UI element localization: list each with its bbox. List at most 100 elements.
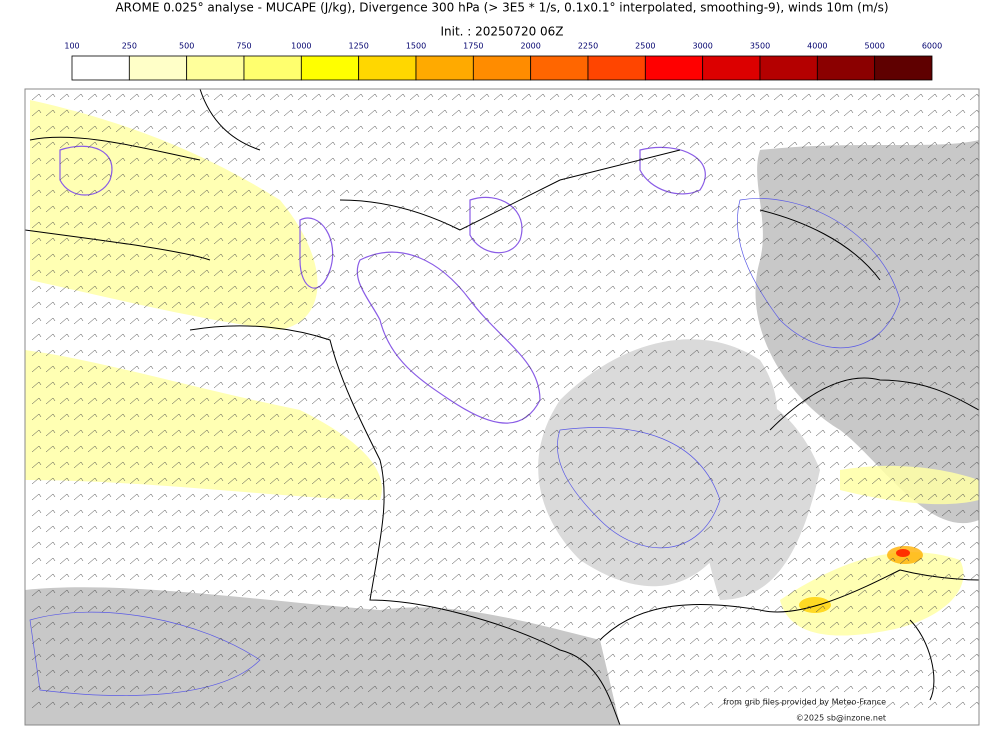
wind-barb: [479, 381, 490, 389]
wind-barb: [213, 173, 224, 181]
wind-barb: [157, 685, 168, 693]
wind-barb: [857, 509, 868, 517]
wind-barb: [493, 509, 504, 517]
wind-barb: [689, 253, 700, 261]
wind-barb: [283, 285, 294, 293]
colorbar-segment: [300, 55, 360, 81]
wind-barb: [269, 557, 280, 565]
wind-barb: [353, 509, 364, 517]
wind-barb: [45, 253, 56, 261]
wind-barb: [311, 141, 322, 149]
wind-barb: [731, 125, 742, 133]
wind-barb: [171, 653, 182, 661]
wind-barb: [633, 621, 644, 629]
wind-barb: [731, 525, 742, 533]
wind-barb: [367, 365, 378, 373]
wind-barb: [899, 109, 910, 117]
wind-barb: [465, 189, 476, 197]
wind-barb: [885, 637, 896, 645]
wind-barb: [689, 125, 700, 133]
wind-barb: [409, 701, 420, 709]
wind-barb: [73, 477, 84, 485]
wind-barb: [367, 493, 378, 501]
wind-barb: [241, 397, 252, 405]
wind-barb: [213, 365, 224, 373]
wind-barb: [101, 589, 112, 597]
wind-barb: [899, 493, 910, 501]
wind-barb: [213, 477, 224, 485]
wind-barb: [101, 445, 112, 453]
wind-barb: [843, 589, 854, 597]
wind-barb: [675, 269, 686, 277]
wind-barb: [283, 605, 294, 613]
wind-barb: [899, 317, 910, 325]
wind-barb: [87, 445, 98, 453]
wind-barb: [773, 173, 784, 181]
wind-barb: [563, 477, 574, 485]
wind-barb: [899, 573, 910, 581]
wind-barb: [955, 557, 966, 565]
wind-barb: [689, 381, 700, 389]
wind-barb: [773, 253, 784, 261]
wind-barb: [703, 557, 714, 565]
wind-barb: [745, 701, 756, 709]
wind-barb: [941, 285, 952, 293]
wind-barb: [773, 701, 784, 709]
wind-barb: [759, 253, 770, 261]
wind-barb: [73, 653, 84, 661]
wind-barb: [969, 429, 979, 437]
wind-barb: [675, 701, 686, 709]
wind-barb: [661, 637, 672, 645]
wind-barb: [493, 237, 504, 245]
wind-barb: [31, 413, 42, 421]
wind-barb: [437, 685, 448, 693]
wind-barb: [115, 605, 126, 613]
wind-barb: [787, 157, 798, 165]
wind-barb: [577, 589, 588, 597]
wind-barb: [129, 701, 140, 709]
wind-barb: [143, 381, 154, 389]
wind-barb: [549, 637, 560, 645]
wind-barb: [857, 493, 868, 501]
wind-barb: [241, 365, 252, 373]
wind-barb: [969, 285, 979, 293]
wind-barb: [605, 557, 616, 565]
wind-barb: [353, 221, 364, 229]
wind-barb: [773, 157, 784, 165]
wind-barb: [423, 237, 434, 245]
wind-barb: [577, 669, 588, 677]
wind-barb: [157, 125, 168, 133]
wind-barb: [241, 237, 252, 245]
wind-barb: [227, 237, 238, 245]
wind-barb: [129, 237, 140, 245]
wind-barb: [199, 669, 210, 677]
wind-barb: [577, 253, 588, 261]
wind-barb: [619, 381, 630, 389]
wind-barb: [353, 445, 364, 453]
wind-barb: [717, 637, 728, 645]
wind-barb: [465, 589, 476, 597]
wind-barb: [913, 397, 924, 405]
wind-barb: [493, 653, 504, 661]
wind-barb: [647, 333, 658, 341]
wind-barb: [787, 365, 798, 373]
wind-barb: [213, 141, 224, 149]
wind-barb: [605, 589, 616, 597]
wind-barb: [521, 253, 532, 261]
wind-barb: [185, 381, 196, 389]
wind-barb: [675, 237, 686, 245]
wind-barb: [395, 141, 406, 149]
colorbar-tick-label: 100: [64, 42, 79, 51]
wind-barb: [325, 509, 336, 517]
wind-barb: [325, 637, 336, 645]
wind-barb: [787, 205, 798, 213]
wind-barb: [535, 365, 546, 373]
wind-barb: [843, 653, 854, 661]
wind-barb: [353, 413, 364, 421]
wind-barb: [717, 221, 728, 229]
wind-barb: [395, 701, 406, 709]
wind-barb: [535, 173, 546, 181]
wind-barb: [311, 317, 322, 325]
wind-barb: [619, 301, 630, 309]
wind-barb: [731, 541, 742, 549]
